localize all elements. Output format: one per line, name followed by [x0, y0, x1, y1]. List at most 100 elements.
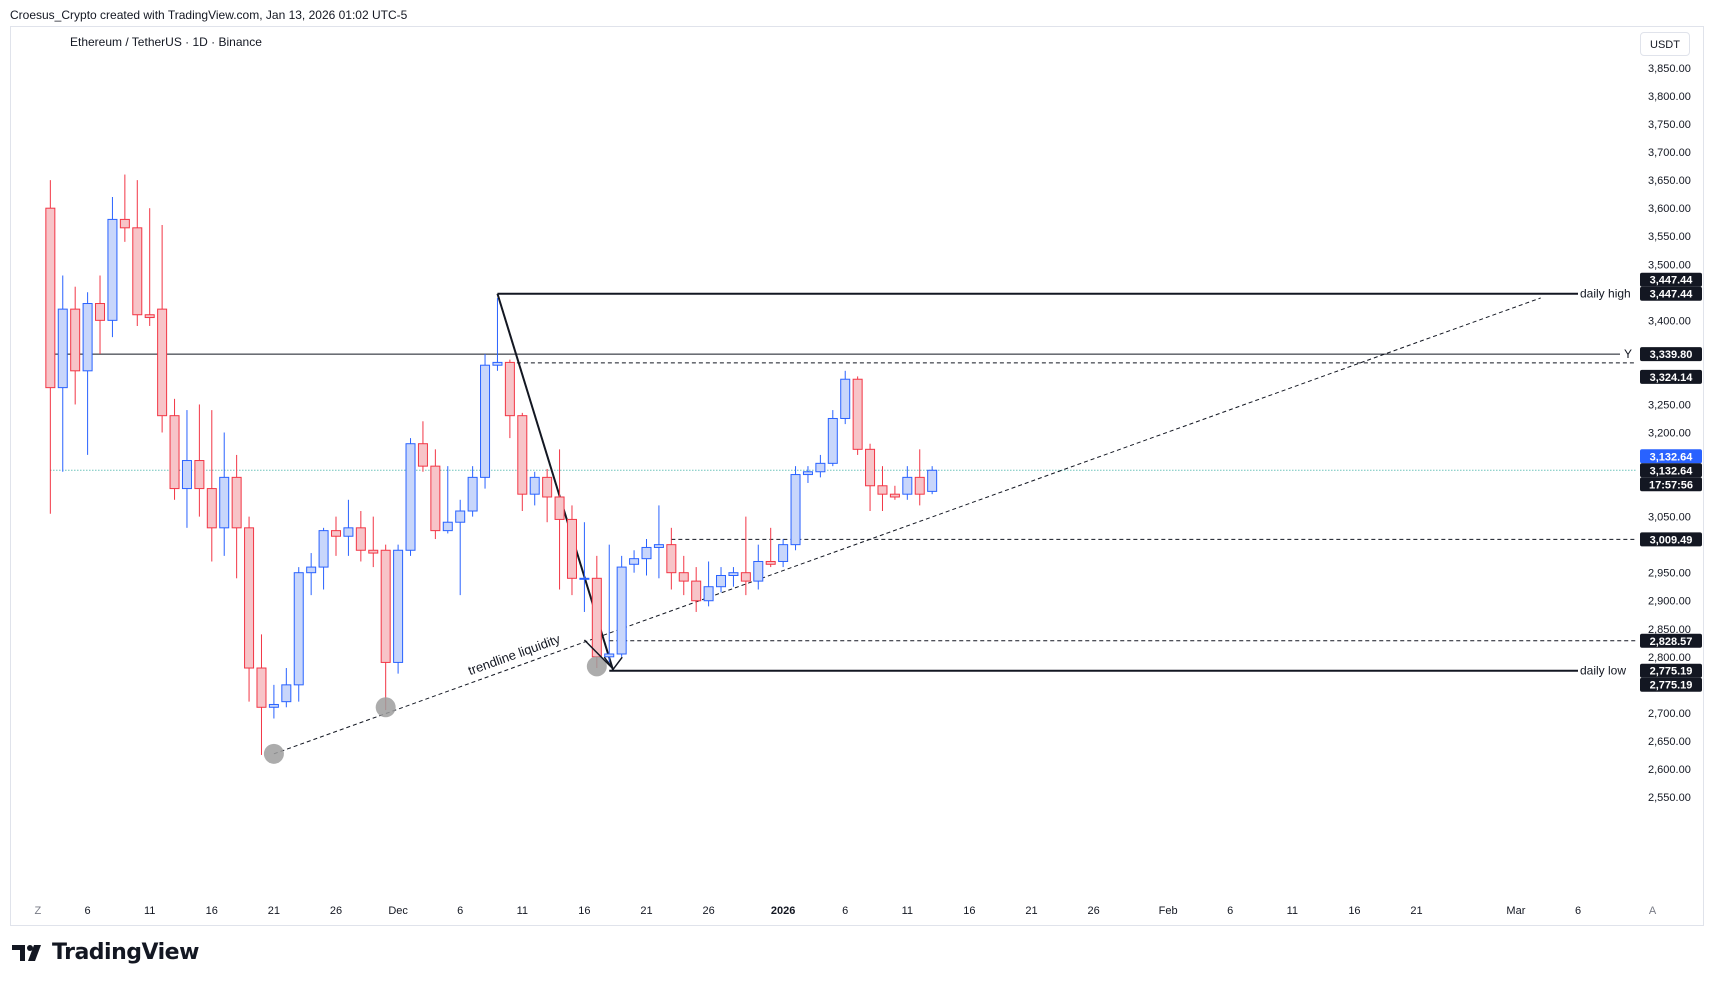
candle-body[interactable]	[281, 684, 292, 703]
y-tick-label: 2,800.00	[1648, 652, 1691, 664]
y-tick-label: 2,900.00	[1648, 596, 1691, 608]
candle-body[interactable]	[753, 560, 764, 582]
candle-body[interactable]	[467, 476, 478, 512]
price-axis-label: 3,447.44	[1650, 289, 1694, 301]
candle-body[interactable]	[219, 476, 230, 529]
candle-body[interactable]	[355, 527, 366, 551]
candle-body[interactable]	[132, 227, 143, 316]
candle-body[interactable]	[293, 572, 304, 686]
candle-body[interactable]	[405, 443, 416, 551]
x-tick-label: 21	[268, 905, 280, 917]
candle-body[interactable]	[95, 303, 106, 321]
price-axis-label: 17:57:56	[1649, 479, 1693, 491]
candle-body[interactable]	[256, 667, 267, 708]
candle-body[interactable]	[703, 586, 714, 602]
candle-body[interactable]	[778, 544, 789, 562]
candle-body[interactable]	[368, 549, 379, 554]
candle-body[interactable]	[331, 530, 341, 537]
x-tick-label: 21	[1025, 905, 1037, 917]
candle-body[interactable]	[852, 378, 863, 450]
symbol-title[interactable]: Ethereum / TetherUS · 1D · Binance	[70, 35, 262, 49]
x-tick-label: 26	[702, 905, 714, 917]
candle-body[interactable]	[566, 518, 577, 579]
x-tick-label[interactable]: A	[1649, 905, 1657, 917]
arrow-line	[583, 639, 614, 670]
x-tick-label: Mar	[1506, 905, 1525, 917]
candle-body[interactable]	[653, 544, 664, 548]
candle-body[interactable]	[306, 566, 317, 574]
candle-body[interactable]	[244, 527, 255, 669]
y-tick-label: 3,550.00	[1648, 231, 1691, 243]
candle-body[interactable]	[144, 314, 155, 319]
swing-low-marker[interactable]	[586, 656, 607, 677]
candle-body[interactable]	[393, 549, 404, 663]
tradingview-logo[interactable]: TradingView	[12, 940, 199, 965]
daily-low-label: daily low	[1580, 664, 1626, 678]
price-axis-label: 3,339.80	[1650, 349, 1693, 361]
candle-body[interactable]	[591, 577, 602, 658]
candle-body[interactable]	[678, 572, 689, 582]
candle-body[interactable]	[877, 485, 888, 495]
candle-body[interactable]	[790, 474, 801, 546]
candle-body[interactable]	[740, 572, 751, 582]
candle-body[interactable]	[927, 469, 938, 492]
candle-body[interactable]	[45, 207, 56, 389]
candle-body[interactable]	[504, 361, 515, 417]
candle-body[interactable]	[865, 448, 876, 487]
swing-low-marker[interactable]	[375, 697, 396, 718]
candle-body[interactable]	[529, 476, 540, 495]
x-tick-label: 6	[1227, 905, 1233, 917]
candle-body[interactable]	[380, 549, 391, 663]
candle-body[interactable]	[889, 493, 900, 498]
candle-body[interactable]	[417, 443, 428, 467]
candle-body[interactable]	[157, 308, 168, 417]
candle-body[interactable]	[430, 465, 441, 532]
swing-low-marker[interactable]	[263, 743, 284, 764]
x-tick-label[interactable]: Z	[35, 905, 42, 917]
y-tick-label: 3,650.00	[1648, 175, 1691, 187]
candle-body[interactable]	[268, 703, 279, 708]
price-axis-label-bg	[1640, 663, 1702, 678]
candle-body[interactable]	[492, 361, 503, 366]
candle-body[interactable]	[616, 566, 627, 655]
currency-selector[interactable]: USDT	[1640, 32, 1690, 56]
candle-body[interactable]	[840, 378, 851, 419]
candle-body[interactable]	[666, 544, 677, 574]
candle-body[interactable]	[231, 476, 242, 529]
candle-body[interactable]	[554, 496, 565, 520]
candle-body[interactable]	[343, 527, 354, 537]
candle-body[interactable]	[765, 560, 776, 565]
candle-body[interactable]	[119, 218, 130, 229]
candle-body[interactable]	[579, 577, 590, 580]
candle-body[interactable]	[442, 521, 453, 532]
candle-body[interactable]	[902, 476, 913, 495]
candle-body[interactable]	[169, 415, 180, 490]
candle-body[interactable]	[542, 476, 553, 498]
candle-body[interactable]	[194, 460, 205, 490]
candle-body[interactable]	[802, 471, 813, 476]
y-tick-label: 3,400.00	[1648, 315, 1691, 327]
candle-body[interactable]	[107, 218, 118, 321]
x-tick-label: 16	[1348, 905, 1360, 917]
candle-body[interactable]	[604, 653, 615, 658]
candle-body[interactable]	[206, 488, 217, 529]
candle-body[interactable]	[728, 572, 739, 576]
candle-body[interactable]	[517, 415, 528, 495]
candle-body[interactable]	[70, 308, 81, 372]
x-tick-label: 16	[578, 905, 590, 917]
candle-body[interactable]	[455, 510, 466, 523]
candle-body[interactable]	[641, 546, 652, 560]
candle-body[interactable]	[82, 303, 93, 372]
candle-body[interactable]	[815, 462, 826, 473]
candle-body[interactable]	[914, 476, 925, 495]
candle-body[interactable]	[629, 558, 640, 565]
candle-body[interactable]	[480, 364, 491, 478]
candle-body[interactable]	[691, 580, 702, 602]
candle-body[interactable]	[181, 460, 192, 490]
candle-body[interactable]	[318, 530, 329, 568]
candle-body[interactable]	[827, 417, 838, 464]
candle-body[interactable]	[57, 308, 68, 389]
price-axis-label: 3,009.49	[1650, 534, 1693, 546]
candle-body[interactable]	[716, 574, 727, 588]
